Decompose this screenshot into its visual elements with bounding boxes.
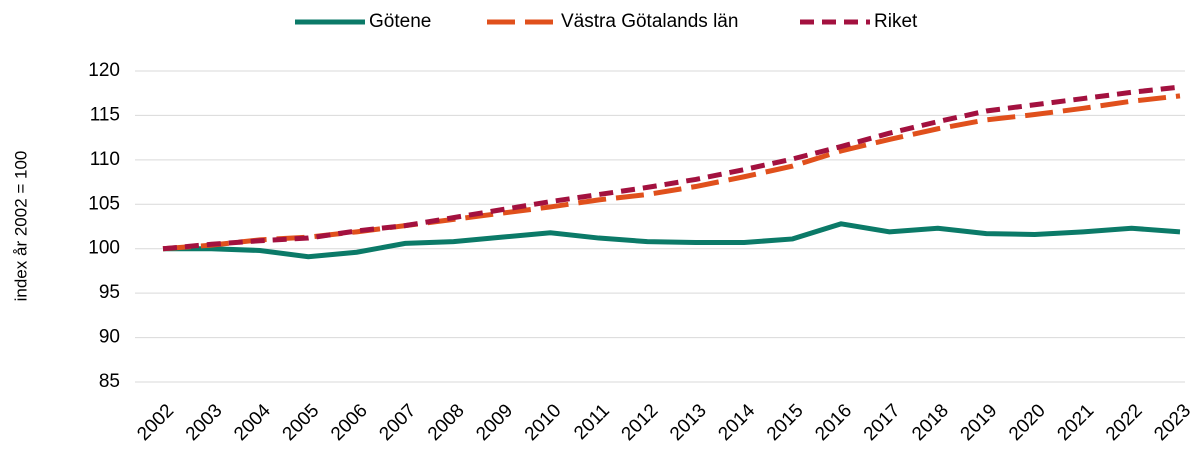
y-tick-label: 105: [88, 193, 120, 214]
x-tick-label: 2007: [375, 400, 420, 445]
x-tick-label: 2010: [521, 400, 566, 445]
legend-label: Riket: [874, 11, 918, 32]
y-tick-label: 90: [99, 327, 120, 348]
x-tick-label: 2009: [472, 400, 517, 445]
x-tick-label: 2006: [327, 400, 372, 445]
x-tick-label: 2014: [714, 400, 759, 445]
series-line: [163, 221, 1181, 260]
y-axis-label: index år 2002 = 100: [11, 151, 30, 302]
x-tick-label: 2005: [279, 400, 324, 445]
legend-label: Götene: [369, 11, 431, 32]
x-tick-label: 2023: [1150, 400, 1192, 445]
y-tick-label: 100: [88, 238, 120, 259]
x-tick-label: 2013: [666, 400, 711, 445]
x-tick-label: 2019: [957, 400, 1002, 445]
legend-label: Västra Götalands län: [561, 11, 738, 32]
x-tick-label: 2018: [908, 400, 953, 445]
series-line: [162, 93, 1181, 252]
x-tick-label: 2022: [1102, 400, 1147, 445]
x-tick-label: 2008: [424, 400, 469, 445]
x-tick-label: 2017: [860, 400, 905, 445]
x-tick-label: 2020: [1005, 400, 1050, 445]
x-tick-label: 2012: [618, 400, 663, 445]
x-tick-label: 2015: [763, 400, 808, 445]
x-tick-label: 2016: [811, 400, 856, 445]
y-tick-label: 95: [99, 282, 120, 303]
x-tick-label: 2002: [133, 400, 178, 445]
y-tick-label: 110: [90, 149, 120, 170]
y-tick-label: 115: [90, 104, 120, 125]
x-tick-label: 2004: [230, 400, 275, 445]
y-tick-label: 85: [99, 371, 120, 392]
x-tick-label: 2011: [570, 400, 614, 444]
x-tick-label: 2021: [1053, 400, 1098, 445]
x-tick-label: 2003: [182, 400, 227, 445]
y-tick-label: 120: [88, 60, 120, 81]
series-line: [162, 84, 1181, 252]
